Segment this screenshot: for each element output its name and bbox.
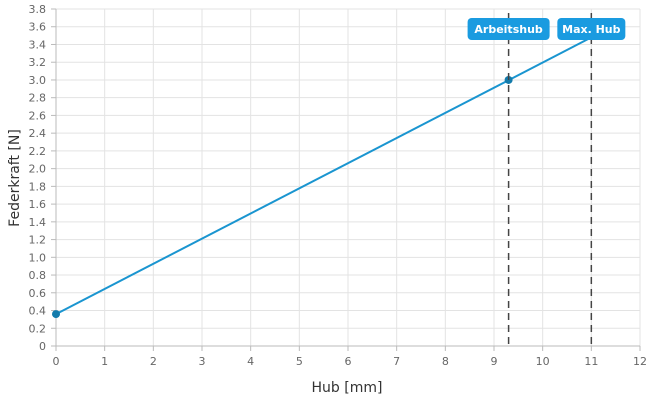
y-tick-label: 3.4	[29, 38, 47, 51]
x-axis-title: Hub [mm]	[312, 380, 383, 396]
series-line	[55, 36, 592, 315]
marker-label: Arbeitshub	[474, 23, 543, 36]
series-layer	[52, 36, 592, 319]
x-tick-label: 4	[247, 355, 254, 368]
x-tick-label: 9	[491, 355, 498, 368]
y-tick-label: 2.0	[29, 163, 47, 176]
x-tick-label: 7	[393, 355, 400, 368]
y-tick-label: 2.8	[29, 92, 47, 105]
marker-layer: Arbeitshub Max. Hub	[467, 13, 626, 346]
y-tick-label: 3.0	[29, 74, 47, 87]
y-axis-title: Federkraft [N]	[7, 129, 23, 227]
x-tick-label: 11	[584, 355, 598, 368]
y-tick-label: 1.4	[29, 216, 47, 229]
y-tick-label: 1.2	[29, 234, 47, 247]
data-point	[52, 310, 60, 319]
x-tick-label: 0	[53, 355, 60, 368]
x-tick-label: 3	[199, 355, 206, 368]
y-tick-label: 2.6	[29, 109, 47, 122]
y-tick-label: 1.6	[29, 198, 47, 211]
y-tick-label: 1.0	[29, 251, 47, 264]
y-tick-label: 0.6	[29, 287, 47, 300]
marker-badge	[467, 18, 550, 40]
y-tick-label: 3.2	[29, 56, 47, 69]
x-tick-labels: 0 1 2 3 4 5 6 7 8 9 10 11 12	[53, 355, 648, 368]
y-tick-label: 0.2	[29, 322, 47, 335]
grid	[55, 8, 641, 347]
x-tick-label: 8	[442, 355, 449, 368]
y-tick-label: 2.4	[29, 127, 47, 140]
y-tick-label: 0.8	[29, 269, 47, 282]
marker-badge	[557, 18, 626, 40]
x-tick-label: 5	[296, 355, 303, 368]
y-tick-label: 0.4	[29, 305, 47, 318]
y-tick-label: 0	[39, 340, 46, 353]
y-tick-label: 3.8	[29, 3, 47, 16]
y-tick-label: 3.6	[29, 21, 47, 34]
y-tick-label: 2.2	[29, 145, 47, 158]
axes	[51, 8, 641, 351]
marker-label: Max. Hub	[562, 23, 621, 36]
x-tick-label: 2	[150, 355, 157, 368]
y-tick-label: 1.8	[29, 180, 47, 193]
x-tick-label: 12	[633, 355, 647, 368]
y-tick-labels: 0 0.2 0.4 0.6 0.8 1.0 1.2 1.4 1.6 1.8 2.0 2.2 2.4 2.6…	[29, 3, 47, 353]
x-tick-label: 1	[101, 355, 108, 368]
x-tick-label: 6	[345, 355, 352, 368]
x-tick-label: 10	[536, 355, 550, 368]
